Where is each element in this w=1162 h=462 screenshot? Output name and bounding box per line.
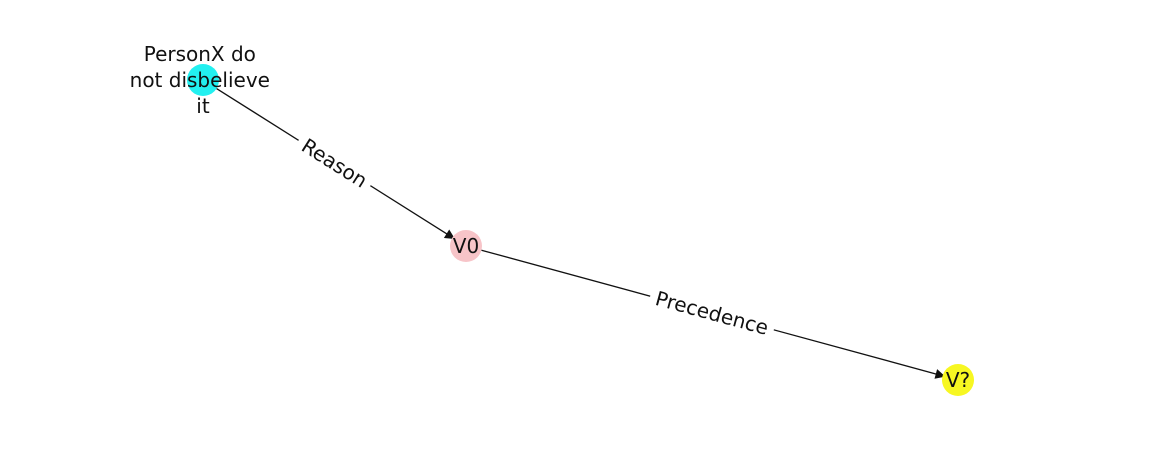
edge-reason-label-background [291, 128, 378, 198]
node-vq-label: V? [946, 368, 970, 392]
node-personx-label: PersonX do not disbelieve it [130, 42, 277, 118]
edge-reason-label-group: Reason [291, 128, 378, 198]
node-v0: V0 [450, 230, 482, 262]
node-personx: PersonX do not disbelieve it [130, 42, 277, 118]
edge-precedence-label-background [646, 282, 778, 344]
edge-precedence-label: Precedence [653, 286, 771, 340]
nodes-layer: PersonX do not disbelieve it V0 V? [130, 42, 974, 396]
edges-layer: Reason Precedence [216, 87, 946, 379]
edge-precedence: Precedence [481, 249, 946, 379]
node-personx-label-line-1: PersonX do [144, 42, 256, 66]
node-personx-label-line-3: it [196, 94, 210, 118]
node-v0-circle [450, 230, 482, 262]
edge-precedence-label-group: Precedence [646, 282, 778, 344]
node-v0-label-line-1: V0 [453, 234, 479, 258]
edge-reason: Reason [216, 87, 456, 240]
node-vq: V? [942, 364, 974, 396]
node-v0-label: V0 [453, 234, 479, 258]
node-vq-label-line-1: V? [946, 368, 970, 392]
node-personx-label-line-2: not disbelieve [130, 68, 270, 92]
node-vq-circle [942, 364, 974, 396]
node-personx-circle [187, 64, 219, 96]
